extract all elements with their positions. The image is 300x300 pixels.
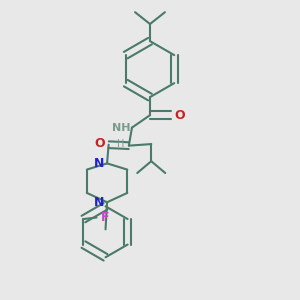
Text: O: O [174, 109, 185, 122]
Text: F: F [100, 211, 109, 224]
Text: NH: NH [112, 123, 131, 133]
Text: N: N [94, 157, 104, 170]
Text: N: N [94, 196, 104, 209]
Text: O: O [94, 137, 105, 150]
Text: H: H [117, 139, 124, 149]
